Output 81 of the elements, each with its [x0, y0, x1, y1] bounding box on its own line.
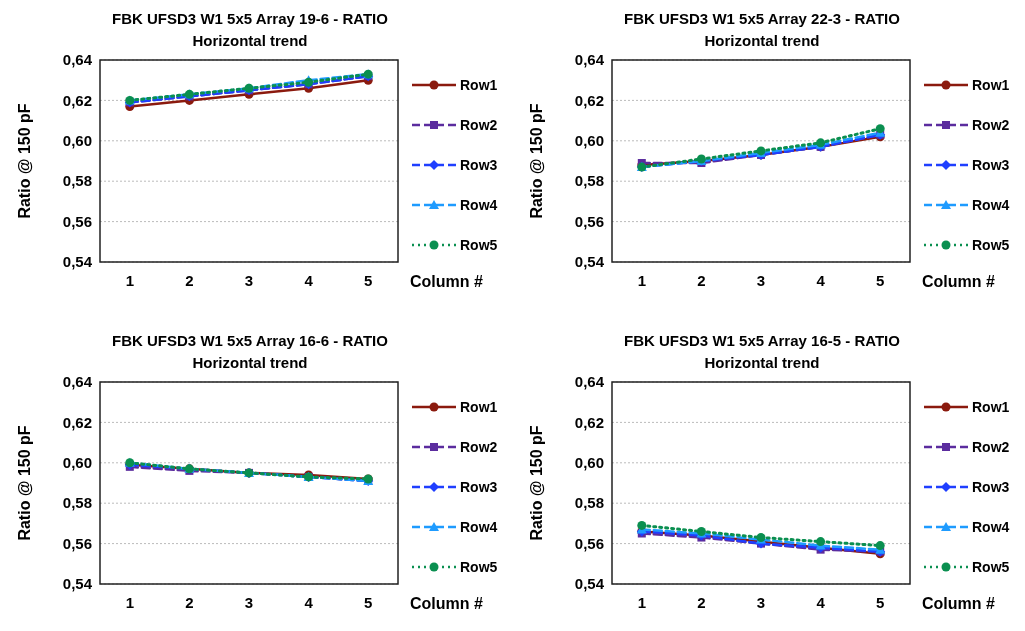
- legend-label: Row3: [972, 156, 1010, 173]
- x-tick-label: 5: [364, 272, 373, 289]
- y-tick-label: 0,54: [574, 575, 605, 593]
- legend-label: Row1: [460, 398, 498, 415]
- y-tick-label: 0,62: [62, 91, 92, 109]
- chart-title: FBK UFSD3 W1 5x5 Array 16-6 - RATIO: [112, 332, 389, 349]
- y-axis-title: Ratio @ 150 pF: [16, 425, 33, 541]
- chart-title: FBK UFSD3 W1 5x5 Array 16-5 - RATIO: [624, 332, 901, 349]
- chart-subtitle: Horizontal trend: [192, 32, 308, 49]
- x-tick-label: 2: [697, 272, 706, 289]
- chart-subtitle: Horizontal trend: [704, 354, 820, 371]
- x-tick-label: 4: [816, 594, 826, 611]
- y-tick-label: 0,64: [574, 373, 605, 391]
- legend-label: Row4: [460, 518, 498, 535]
- legend-label: Row2: [972, 438, 1010, 455]
- chart-title: FBK UFSD3 W1 5x5 Array 19-6 - RATIO: [112, 10, 389, 27]
- y-tick-label: 0,56: [574, 212, 604, 230]
- y-tick-label: 0,54: [62, 253, 93, 271]
- chart-title: FBK UFSD3 W1 5x5 Array 22-3 - RATIO: [624, 10, 901, 27]
- legend-label: Row4: [972, 196, 1010, 213]
- x-tick-label: 1: [637, 272, 646, 289]
- x-axis-title: Column #: [922, 273, 995, 290]
- y-tick-label: 0,60: [574, 132, 604, 150]
- x-tick-label: 3: [756, 272, 766, 289]
- y-tick-label: 0,62: [574, 91, 604, 109]
- legend-label: Row2: [460, 116, 498, 133]
- y-tick-label: 0,64: [574, 51, 605, 69]
- x-tick-label: 2: [697, 594, 706, 611]
- x-tick-label: 4: [816, 272, 826, 289]
- y-tick-label: 0,54: [62, 575, 93, 593]
- y-axis-title: Ratio @ 150 pF: [528, 103, 545, 219]
- chart-subtitle: Horizontal trend: [704, 32, 820, 49]
- x-axis-title: Column #: [922, 595, 995, 612]
- x-tick-label: 5: [876, 272, 885, 289]
- y-tick-label: 0,62: [62, 413, 92, 431]
- y-tick-label: 0,56: [62, 534, 92, 552]
- x-axis-title: Column #: [410, 273, 483, 290]
- legend-label: Row3: [460, 156, 498, 173]
- y-tick-label: 0,60: [62, 132, 92, 150]
- y-tick-label: 0,60: [62, 454, 92, 472]
- legend-label: Row3: [460, 478, 498, 495]
- y-axis-title: Ratio @ 150 pF: [16, 103, 33, 219]
- y-tick-label: 0,64: [62, 373, 93, 391]
- x-tick-label: 1: [125, 272, 134, 289]
- x-tick-label: 2: [185, 272, 194, 289]
- x-axis-title: Column #: [410, 595, 483, 612]
- legend-label: Row4: [972, 518, 1010, 535]
- x-tick-label: 3: [244, 594, 254, 611]
- y-tick-label: 0,54: [574, 253, 605, 271]
- legend-label: Row5: [460, 236, 498, 253]
- x-tick-label: 3: [756, 594, 766, 611]
- y-tick-label: 0,56: [574, 534, 604, 552]
- y-tick-label: 0,62: [574, 413, 604, 431]
- legend-label: Row5: [972, 236, 1010, 253]
- y-tick-label: 0,58: [62, 172, 92, 190]
- y-tick-label: 0,58: [62, 494, 92, 512]
- x-tick-label: 5: [876, 594, 885, 611]
- x-tick-label: 4: [304, 594, 314, 611]
- x-tick-label: 1: [125, 594, 134, 611]
- y-tick-label: 0,60: [574, 454, 604, 472]
- y-tick-label: 0,56: [62, 212, 92, 230]
- legend-label: Row4: [460, 196, 498, 213]
- x-tick-label: 3: [244, 272, 254, 289]
- x-tick-label: 5: [364, 594, 373, 611]
- y-tick-label: 0,58: [574, 494, 604, 512]
- y-tick-label: 0,64: [62, 51, 93, 69]
- legend-label: Row5: [460, 558, 498, 575]
- legend-label: Row1: [972, 398, 1010, 415]
- x-tick-label: 2: [185, 594, 194, 611]
- x-tick-label: 4: [304, 272, 314, 289]
- legend-label: Row1: [460, 76, 498, 93]
- point: [637, 520, 647, 530]
- legend-label: Row5: [972, 558, 1010, 575]
- chart-subtitle: Horizontal trend: [192, 354, 308, 371]
- y-tick-label: 0,58: [574, 172, 604, 190]
- legend-label: Row3: [972, 478, 1010, 495]
- legend-label: Row2: [972, 116, 1010, 133]
- y-axis-title: Ratio @ 150 pF: [528, 425, 545, 541]
- legend-label: Row1: [972, 76, 1010, 93]
- legend-label: Row2: [460, 438, 498, 455]
- x-tick-label: 1: [637, 594, 646, 611]
